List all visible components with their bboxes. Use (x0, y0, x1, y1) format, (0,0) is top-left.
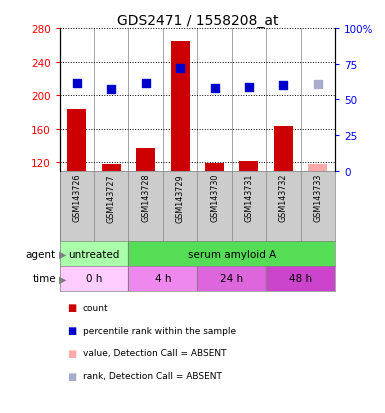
Bar (308, 165, 327, 171)
Bar (67, 110, 86, 171)
Text: 0 h: 0 h (86, 274, 102, 284)
Text: 48 h: 48 h (289, 274, 312, 284)
Bar (136, 149, 155, 171)
Text: GSM143728: GSM143728 (141, 173, 150, 222)
Bar (60, 242, 129, 266)
Text: rank, Detection Call = ABSENT: rank, Detection Call = ABSENT (83, 371, 222, 380)
Point (177, 66, 183, 72)
Text: value, Detection Call = ABSENT: value, Detection Call = ABSENT (83, 349, 226, 358)
Bar (274, 127, 293, 171)
Text: GSM143731: GSM143731 (244, 173, 253, 222)
Text: serum amyloid A: serum amyloid A (187, 249, 276, 259)
Bar (197, 266, 266, 291)
Text: GSM143733: GSM143733 (313, 173, 322, 222)
Text: ▶: ▶ (59, 249, 66, 259)
Point (211, 85, 218, 92)
Text: percentile rank within the sample: percentile rank within the sample (83, 326, 236, 335)
Bar (171, 41, 189, 171)
Bar (205, 164, 224, 171)
Point (142, 81, 149, 88)
Text: untreated: untreated (69, 249, 120, 259)
Bar (102, 165, 121, 171)
Title: GDS2471 / 1558208_at: GDS2471 / 1558208_at (117, 14, 278, 28)
Text: GSM143732: GSM143732 (279, 173, 288, 222)
Text: GSM143726: GSM143726 (72, 173, 81, 222)
Bar (129, 242, 335, 266)
Bar (60, 266, 129, 291)
Text: GSM143729: GSM143729 (176, 173, 185, 222)
Bar (129, 266, 197, 291)
Point (315, 82, 321, 88)
Text: ■: ■ (67, 371, 77, 381)
Point (246, 84, 252, 91)
Text: 4 h: 4 h (155, 274, 171, 284)
Point (280, 83, 286, 89)
Text: GSM143730: GSM143730 (210, 173, 219, 222)
Bar (239, 161, 258, 171)
Text: ■: ■ (67, 325, 77, 335)
Point (108, 87, 114, 93)
Text: ■: ■ (67, 303, 77, 313)
Text: agent: agent (26, 249, 56, 259)
Text: time: time (32, 274, 56, 284)
Text: ■: ■ (67, 348, 77, 358)
Text: 24 h: 24 h (220, 274, 243, 284)
Text: GSM143727: GSM143727 (107, 173, 116, 222)
Bar (266, 266, 335, 291)
Text: count: count (83, 303, 109, 312)
Point (74, 80, 80, 87)
Text: ▶: ▶ (59, 274, 66, 284)
